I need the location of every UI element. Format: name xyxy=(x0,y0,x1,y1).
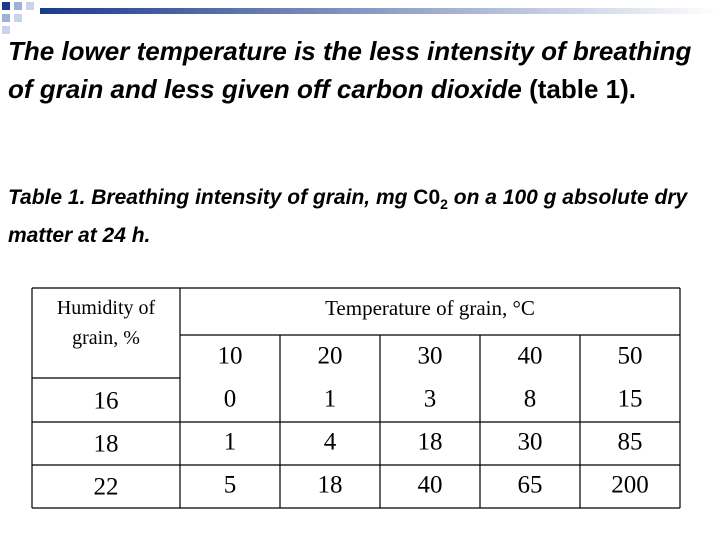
paragraph-italic: The lower temperature is the less intens… xyxy=(8,36,692,104)
cell-value: 3 xyxy=(424,386,437,413)
temperature: 20 xyxy=(318,343,343,370)
cell-value: 1 xyxy=(324,386,337,413)
caption-text: Table 1. Breathing intensity of grain, m… xyxy=(8,186,414,209)
cell-value: 5 xyxy=(224,472,237,499)
cell-value: 85 xyxy=(618,429,643,456)
temperature: 30 xyxy=(418,343,443,370)
humidity: 16 xyxy=(94,388,119,415)
paragraph-plain: (table 1). xyxy=(521,74,636,104)
temperature: 10 xyxy=(218,343,243,370)
cell-value: 8 xyxy=(524,386,537,413)
cell-value: 65 xyxy=(518,472,543,499)
cell-value: 18 xyxy=(418,429,443,456)
cell-value: 15 xyxy=(618,386,643,413)
caption-chem: C0 xyxy=(413,186,441,209)
caption-text: on a 100 g absolute dry matter at 24 h. xyxy=(8,186,688,248)
cell-value: 4 xyxy=(324,429,337,456)
table-caption: Table 1. Breathing intensity of grain, m… xyxy=(8,182,708,251)
humidity: 18 xyxy=(94,431,119,458)
caption-subscript: 2 xyxy=(440,196,448,213)
temperature: 40 xyxy=(518,343,543,370)
decoration xyxy=(2,2,720,34)
temperature: 50 xyxy=(618,343,643,370)
cell-value: 30 xyxy=(518,429,543,456)
column-header: Temperature of grain, °C xyxy=(325,296,535,320)
humidity: 22 xyxy=(94,474,119,501)
cell-value: 200 xyxy=(611,472,649,499)
cell-value: 18 xyxy=(318,472,343,499)
paragraph: The lower temperature is the less intens… xyxy=(8,32,708,108)
row-header: Humidity of grain, % xyxy=(57,297,156,349)
cell-value: 0 xyxy=(224,386,237,413)
cell-value: 1 xyxy=(224,429,237,456)
cell-value: 40 xyxy=(418,472,443,499)
